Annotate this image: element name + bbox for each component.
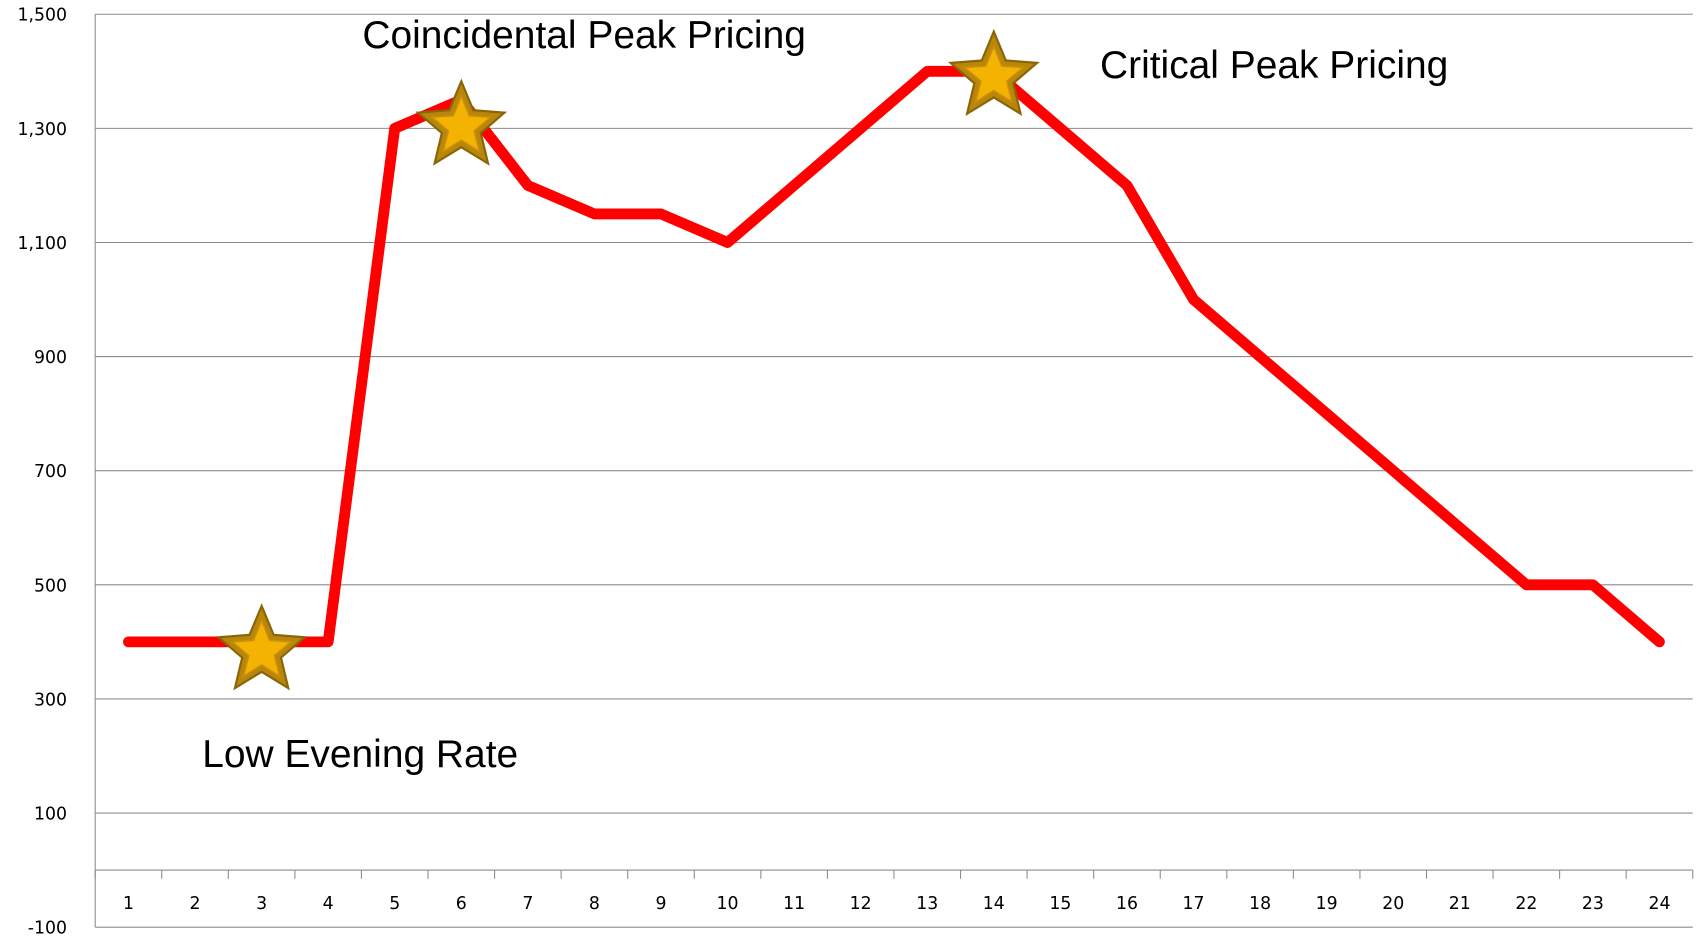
line-series (123, 65, 1665, 648)
x-tick-label: 1 (123, 894, 134, 914)
plot (123, 28, 1665, 691)
x-tick-label: 18 (1249, 894, 1271, 914)
y-tick-label: 500 (34, 576, 67, 596)
y-tick-label: 1,300 (18, 120, 68, 140)
x-tick-label: 24 (1648, 894, 1670, 914)
x-tick-label: 12 (850, 894, 872, 914)
x-tick-label: 9 (655, 894, 666, 914)
x-tick-label: 17 (1183, 894, 1205, 914)
y-tick-label: 100 (34, 805, 67, 825)
x-tick-label: 16 (1116, 894, 1138, 914)
y-tick-label: 1,500 (18, 6, 68, 26)
x-tick-label: 6 (456, 894, 467, 914)
annotation: Critical Peak Pricing (1100, 44, 1448, 87)
x-tick-label: 10 (717, 894, 739, 914)
x-tick-label: 21 (1449, 894, 1471, 914)
x-tick-label: 15 (1049, 894, 1071, 914)
y-tick-label: 900 (34, 348, 67, 368)
x-tick-label: 4 (323, 894, 334, 914)
annotation: Coincidental Peak Pricing (362, 14, 806, 57)
x-tick-label: 5 (389, 894, 400, 914)
x-tick-label: 8 (589, 894, 600, 914)
x-tick-label: 2 (190, 894, 201, 914)
x-tick-label: 7 (522, 894, 533, 914)
y-tick-label: -100 (28, 919, 67, 936)
star-inner (429, 93, 493, 154)
y-tick-label: 700 (34, 462, 67, 482)
x-tick-label: 19 (1316, 894, 1338, 914)
x-tick-label: 14 (983, 894, 1005, 914)
x-tick-label: 23 (1582, 894, 1604, 914)
annotation: Low Evening Rate (202, 733, 518, 776)
x-tick-label: 13 (916, 894, 938, 914)
y-tick-label: 300 (34, 690, 67, 710)
x-tick-label: 22 (1515, 894, 1537, 914)
x-tick-label: 20 (1382, 894, 1404, 914)
star-inner (230, 618, 294, 679)
star-inner (962, 43, 1026, 104)
y-tick-label: 1,100 (18, 234, 68, 254)
x-tick-label: 3 (256, 894, 267, 914)
x-tick-label: 11 (783, 894, 805, 914)
